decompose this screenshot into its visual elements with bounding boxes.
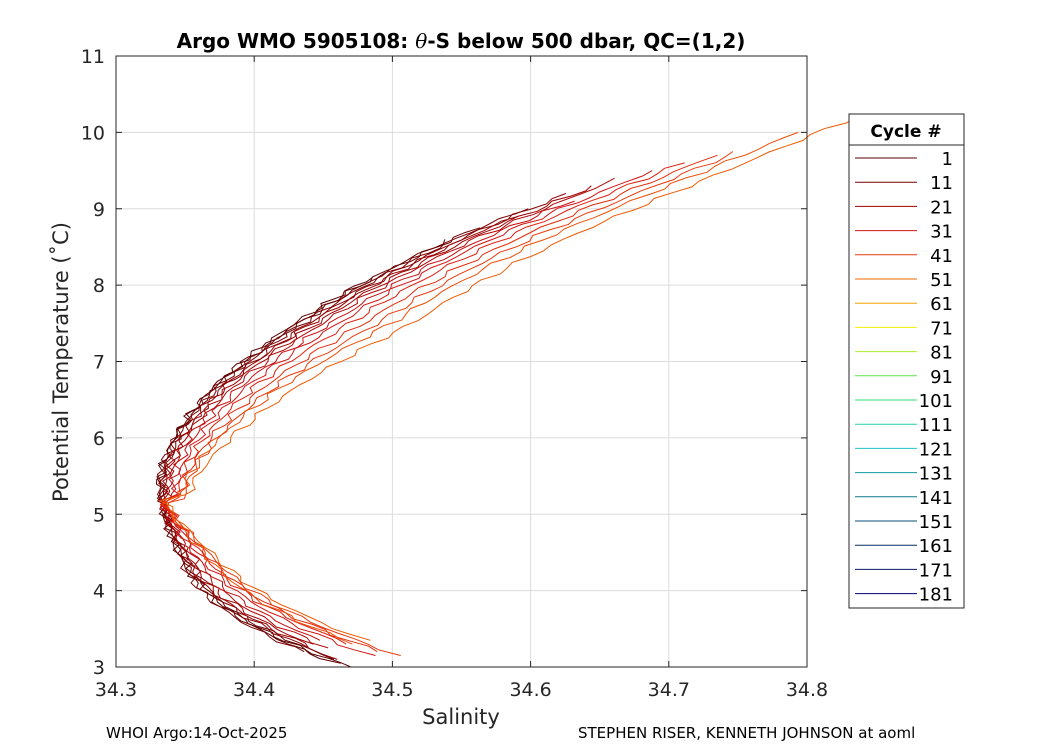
x-tick-label: 34.8: [786, 679, 828, 701]
series-line-cycle-1: [156, 277, 373, 668]
y-tick-labels: 3 4 5 6 7 8 9 10 11: [81, 46, 105, 679]
series-line-cycle-41: [160, 151, 734, 656]
y-axis-label: Potential Temperature (˚C): [49, 222, 73, 502]
legend: Cycle # 11121314151617181911011111211311…: [848, 113, 965, 609]
legend-label-51: 51: [930, 270, 953, 291]
grid-lines: [116, 56, 807, 667]
footer-credit-date: WHOI Argo:14-Oct-2025: [106, 724, 288, 742]
legend-label-171: 171: [919, 560, 953, 581]
x-tick-label: 34.7: [648, 679, 690, 701]
x-axis-label: Salinity: [422, 705, 500, 729]
legend-label-11: 11: [930, 173, 953, 194]
series-line-cycle-45: [163, 131, 799, 645]
x-tick-label: 34.6: [509, 679, 551, 701]
chart-title: Argo WMO 5905108: θ-S below 500 dbar, QC…: [177, 29, 746, 53]
legend-label-21: 21: [930, 197, 953, 218]
legend-title: Cycle #: [870, 122, 941, 142]
series-line-cycle-48: [157, 116, 856, 641]
y-tick-label: 9: [93, 199, 105, 221]
legend-label-31: 31: [930, 222, 953, 243]
x-tick-labels: 34.3 34.4 34.5 34.6 34.7 34.8: [95, 679, 828, 701]
y-tick-label: 3: [93, 657, 105, 679]
x-tick-label: 34.4: [233, 679, 275, 701]
legend-label-151: 151: [919, 512, 953, 533]
legend-label-91: 91: [930, 367, 953, 388]
x-tick-label: 34.5: [371, 679, 413, 701]
axis-ticks: [115, 55, 808, 668]
legend-label-1: 1: [942, 149, 953, 170]
legend-label-101: 101: [919, 391, 953, 412]
legend-label-131: 131: [919, 464, 953, 485]
legend-label-61: 61: [930, 294, 953, 315]
data-series: [155, 116, 856, 668]
legend-label-181: 181: [919, 585, 953, 606]
legend-label-81: 81: [930, 343, 953, 364]
y-tick-label: 11: [81, 46, 105, 68]
y-tick-label: 5: [93, 504, 105, 526]
series-line-cycle-34: [160, 162, 685, 645]
chart-title-prefix: Argo WMO 5905108:: [177, 29, 416, 53]
series-line-cycle-21: [160, 185, 592, 645]
series-line-cycle-24: [159, 177, 615, 649]
y-tick-label: 10: [81, 122, 105, 144]
y-tick-label: 4: [93, 581, 105, 603]
y-tick-label: 6: [93, 428, 105, 450]
series-line-cycle-11: [156, 208, 529, 653]
legend-entries: 1112131415161718191101111121131141151161…: [855, 149, 953, 606]
chart-title-theta: θ: [415, 29, 427, 53]
legend-label-111: 111: [919, 415, 953, 436]
legend-label-41: 41: [930, 246, 953, 267]
chart-title-suffix: -S below 500 dbar, QC=(1,2): [427, 29, 745, 53]
legend-label-121: 121: [919, 439, 953, 460]
series-line-cycle-27: [162, 200, 575, 641]
series-line-cycle-18: [158, 215, 519, 649]
legend-label-141: 141: [919, 488, 953, 509]
legend-label-71: 71: [930, 318, 953, 339]
legend-label-161: 161: [919, 536, 953, 557]
legend-box: [848, 113, 965, 609]
y-tick-label: 8: [93, 275, 105, 297]
footer-credit-authors: STEPHEN RISER, KENNETH JOHNSON at aoml: [578, 724, 916, 742]
y-tick-label: 7: [93, 352, 105, 374]
x-tick-label: 34.3: [95, 679, 137, 701]
